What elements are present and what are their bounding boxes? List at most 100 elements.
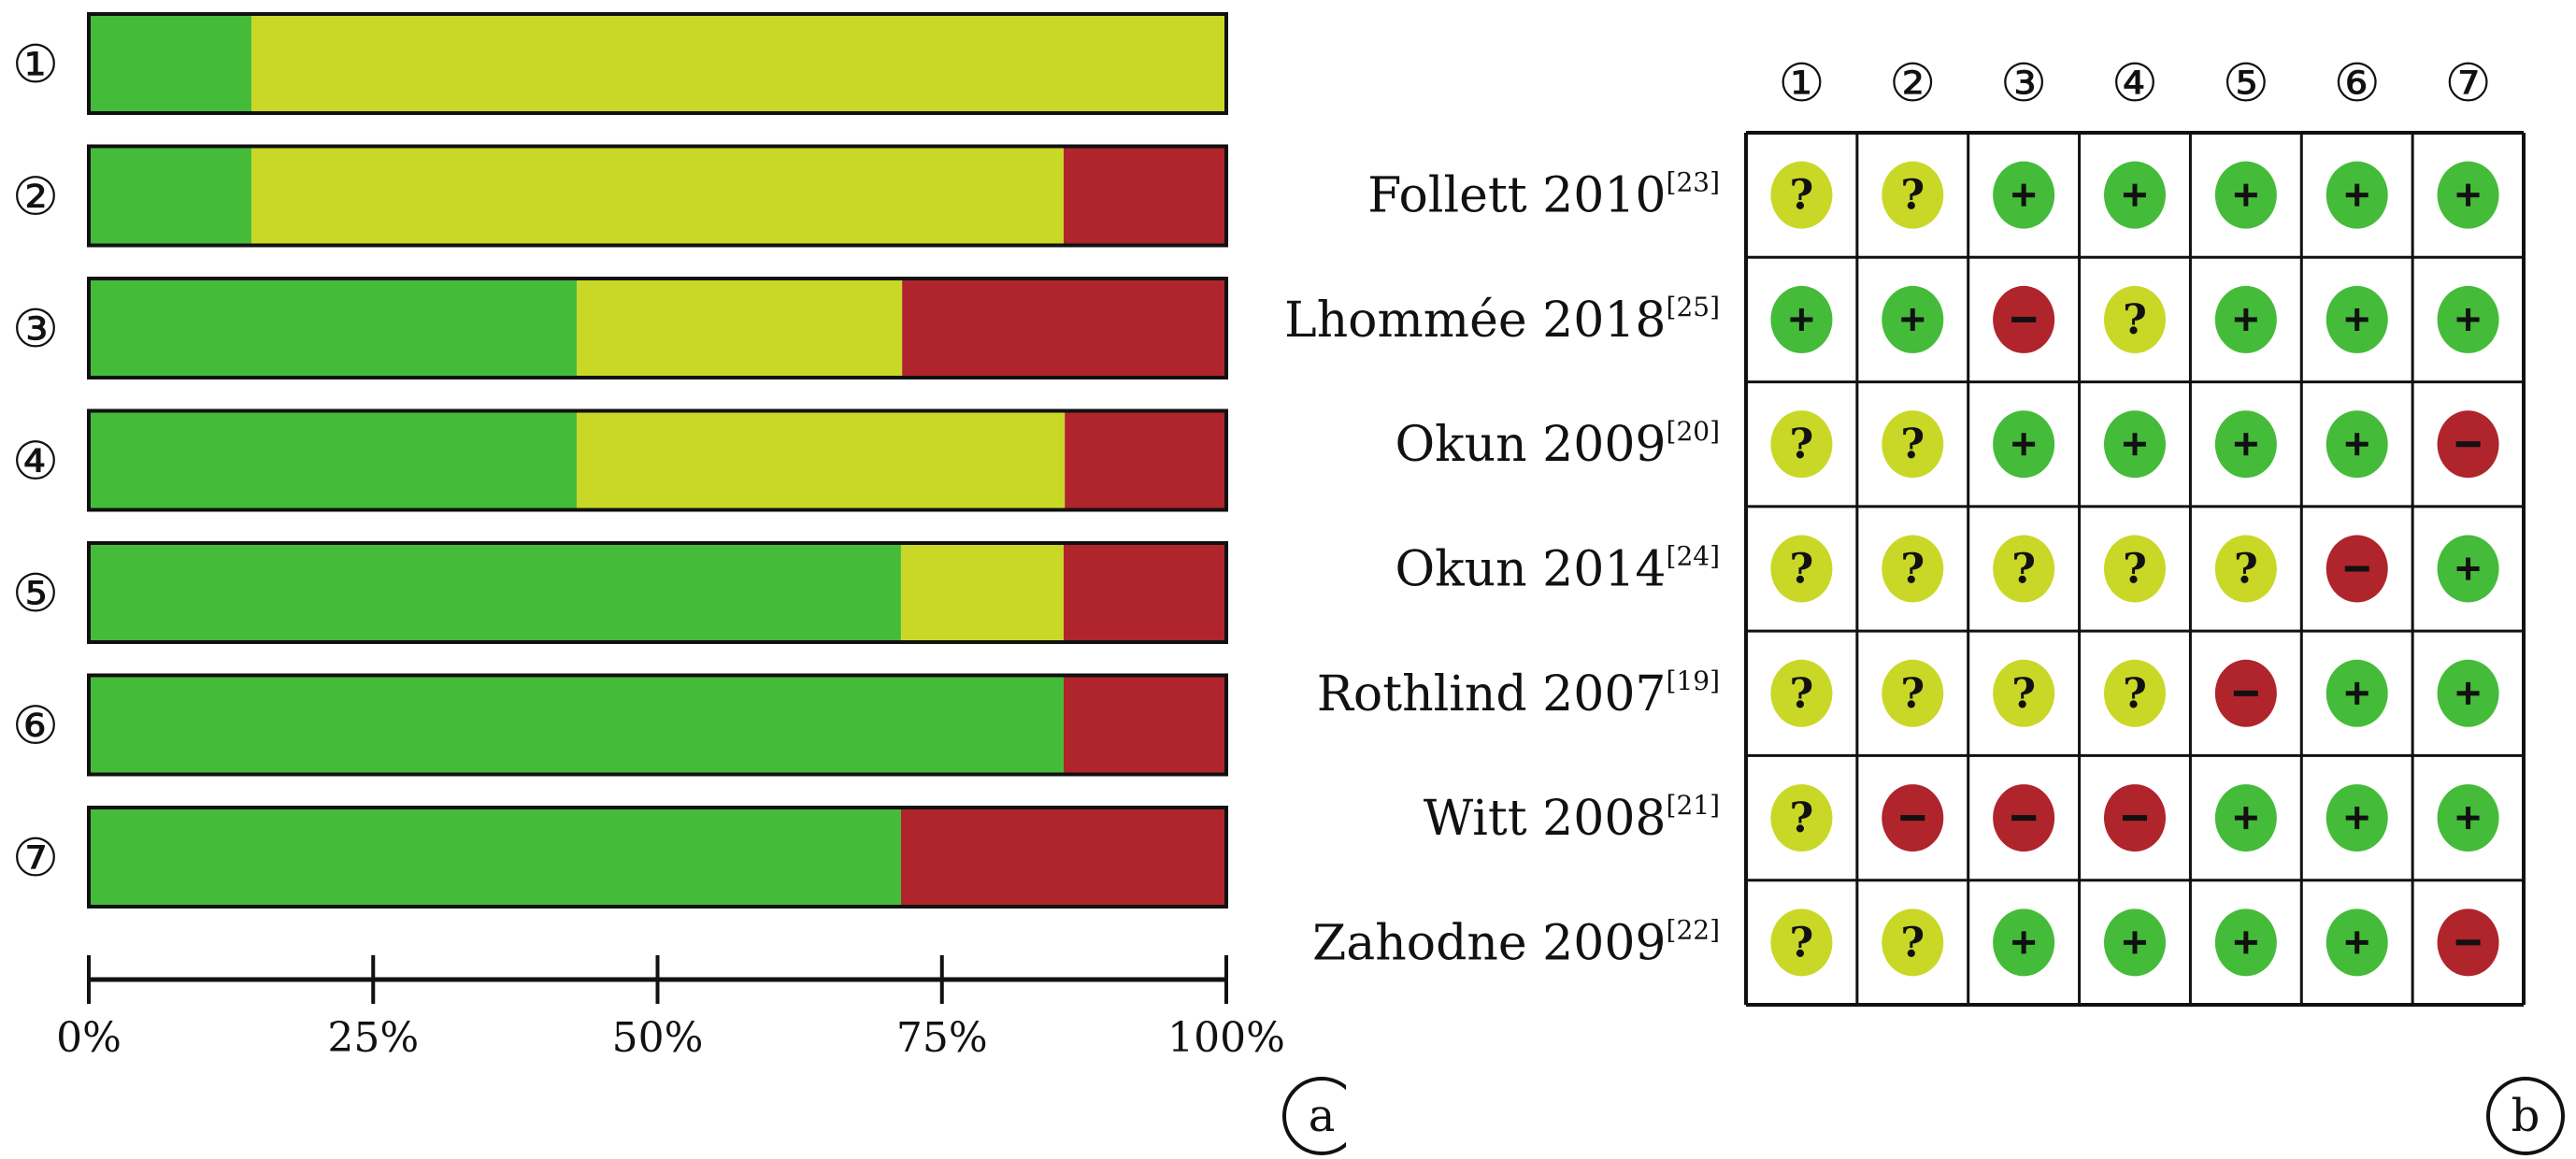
question-icon: ? bbox=[1900, 546, 1925, 594]
bar-segment-high bbox=[1065, 410, 1226, 510]
bar-segment-unclear bbox=[900, 543, 1064, 642]
bar-segment-low bbox=[89, 279, 578, 378]
bar-segment-high bbox=[1063, 146, 1226, 246]
plus-icon bbox=[2021, 433, 2026, 456]
bar-segment-unclear bbox=[577, 279, 903, 378]
study-name: Rothlind 2007 bbox=[1317, 666, 1667, 723]
column-header: ⑦ bbox=[2444, 53, 2491, 114]
study-label: Rothlind 2007[19] bbox=[1317, 665, 1720, 723]
study-label: Okun 2009[20] bbox=[1395, 416, 1720, 473]
plus-icon bbox=[2354, 931, 2360, 954]
minus-icon bbox=[2344, 565, 2369, 572]
rating-unclear-icon: ? bbox=[1993, 535, 2055, 603]
category-label: ③ bbox=[12, 299, 59, 360]
bar-outline bbox=[87, 673, 1228, 777]
table-row: Witt 2008[21]? bbox=[1424, 784, 2499, 852]
rating-dot bbox=[1882, 535, 1944, 603]
rating-high-icon bbox=[1993, 285, 2055, 353]
rating-dot bbox=[1882, 909, 1944, 977]
bar-segment-unclear bbox=[251, 14, 1226, 113]
rating-dot bbox=[1882, 410, 1944, 479]
rating-low-icon bbox=[1993, 161, 2055, 229]
rating-low-icon bbox=[2104, 410, 2166, 479]
plus-icon bbox=[2243, 931, 2249, 954]
plus-icon bbox=[2021, 931, 2026, 954]
study-name: Okun 2014 bbox=[1395, 542, 1667, 598]
table-row: Follett 2010[23]?? bbox=[1367, 161, 2499, 229]
rating-unclear-icon: ? bbox=[2104, 285, 2166, 353]
rating-low-icon bbox=[2326, 161, 2388, 229]
rating-low-icon bbox=[2437, 784, 2499, 852]
column-header: ③ bbox=[2000, 53, 2047, 114]
category-label: ④ bbox=[12, 432, 59, 493]
study-label: Lhommée 2018[25] bbox=[1284, 292, 1720, 349]
rating-high-icon bbox=[1882, 784, 1944, 852]
question-icon: ? bbox=[1790, 794, 1814, 842]
question-icon: ? bbox=[1900, 421, 1925, 468]
plus-icon bbox=[2132, 183, 2138, 207]
minus-icon bbox=[2011, 815, 2037, 822]
bar-segment-low bbox=[89, 410, 578, 510]
minus-icon bbox=[2455, 441, 2481, 448]
rating-dot bbox=[1993, 659, 2055, 727]
rating-high-icon bbox=[2214, 659, 2277, 727]
study-reference: [20] bbox=[1667, 416, 1720, 447]
rating-unclear-icon: ? bbox=[1770, 659, 1833, 727]
rating-high-icon bbox=[2437, 909, 2499, 977]
study-label: Witt 2008[21] bbox=[1424, 790, 1720, 847]
minus-icon bbox=[2455, 939, 2481, 946]
rating-low-icon bbox=[2326, 909, 2388, 977]
rating-dot bbox=[1993, 535, 2055, 603]
rating-dot bbox=[1882, 659, 1944, 727]
bar-row: ① bbox=[12, 12, 1228, 115]
plus-icon bbox=[2354, 433, 2360, 456]
rating-dot bbox=[1770, 410, 1833, 479]
question-icon: ? bbox=[1900, 172, 1925, 220]
bar-segment-low bbox=[89, 675, 1064, 775]
bar-outline bbox=[87, 806, 1228, 909]
panel-label-b: b bbox=[2512, 1090, 2540, 1142]
table-row: Okun 2009[20]?? bbox=[1395, 410, 2499, 479]
question-icon: ? bbox=[2011, 546, 2036, 594]
study-name: Lhommée 2018 bbox=[1284, 293, 1666, 349]
bar-segment-low bbox=[89, 14, 252, 113]
category-label: ⑦ bbox=[12, 828, 59, 889]
plus-icon bbox=[2466, 681, 2471, 705]
column-header: ① bbox=[1778, 53, 1825, 114]
panel-label-a: a bbox=[1309, 1090, 1336, 1142]
bar-row: ⑥ bbox=[12, 673, 1228, 777]
rating-low-icon bbox=[2104, 909, 2166, 977]
question-icon: ? bbox=[2011, 670, 2036, 718]
study-name: Zahodne 2009 bbox=[1312, 915, 1666, 971]
rating-dot bbox=[1770, 784, 1833, 852]
rating-unclear-icon: ? bbox=[1882, 535, 1944, 603]
panel-label-circle bbox=[1282, 1077, 1346, 1155]
category-label: ① bbox=[12, 35, 59, 95]
rating-unclear-icon: ? bbox=[1882, 410, 1944, 479]
rating-high-icon bbox=[1993, 784, 2055, 852]
bar-outline bbox=[87, 541, 1228, 644]
question-icon: ? bbox=[1790, 919, 1814, 966]
category-label: ⑥ bbox=[12, 696, 59, 757]
bar-row: ④ bbox=[12, 408, 1228, 512]
rating-low-icon bbox=[1993, 909, 2055, 977]
plus-icon bbox=[2354, 308, 2360, 331]
plus-icon bbox=[2132, 931, 2138, 954]
rating-dot bbox=[2214, 535, 2277, 603]
column-header: ⑤ bbox=[2223, 53, 2269, 114]
plus-icon bbox=[2243, 183, 2249, 207]
plus-icon bbox=[2354, 681, 2360, 705]
study-name: Follett 2010 bbox=[1367, 168, 1666, 224]
rating-unclear-icon: ? bbox=[1882, 161, 1944, 229]
bar-row: ③ bbox=[12, 277, 1228, 379]
plus-icon bbox=[1910, 308, 1915, 331]
rating-dot bbox=[1882, 161, 1944, 229]
bar-row: ⑤ bbox=[12, 541, 1228, 644]
bar-row: ⑦ bbox=[12, 806, 1228, 909]
bar-segment-high bbox=[900, 808, 1226, 907]
study-reference: [21] bbox=[1667, 790, 1720, 821]
minus-icon bbox=[2123, 815, 2147, 822]
category-label: ⑤ bbox=[12, 564, 59, 624]
rating-unclear-icon: ? bbox=[1993, 659, 2055, 727]
